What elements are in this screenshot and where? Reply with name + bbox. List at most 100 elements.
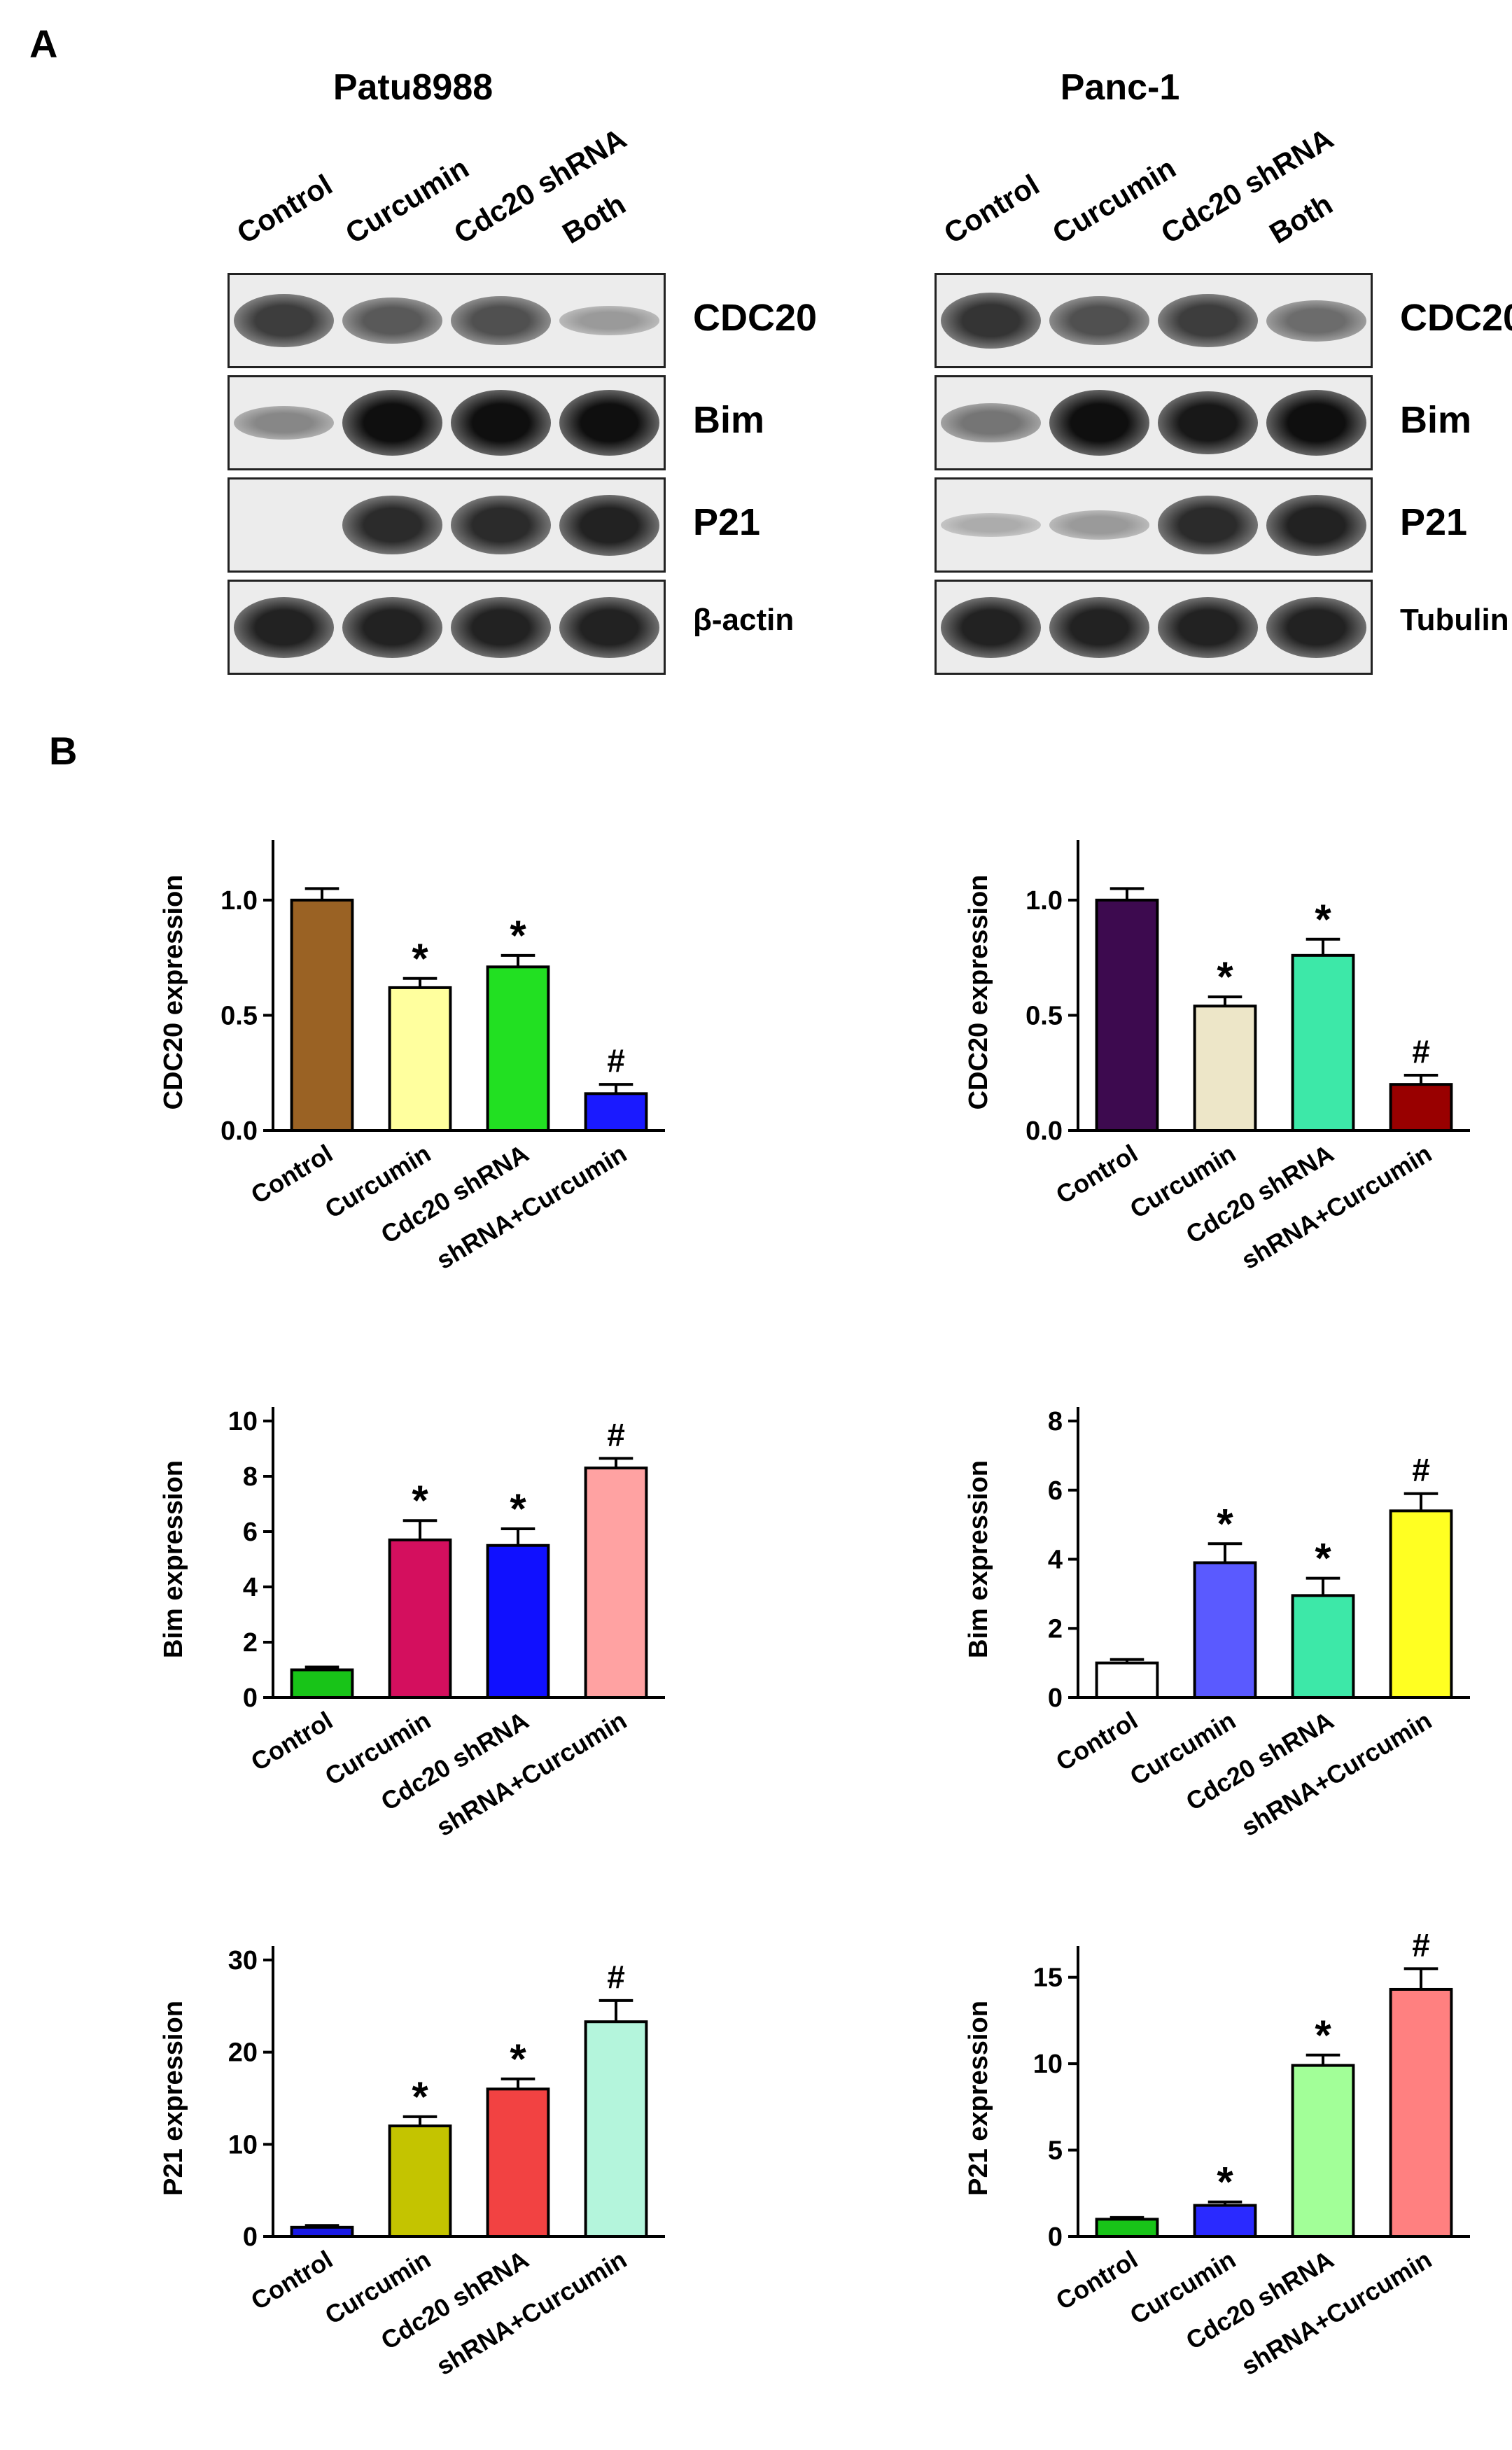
bar xyxy=(1193,1561,1257,1699)
bar xyxy=(1291,953,1355,1132)
blot-band xyxy=(1049,390,1149,456)
blot-row xyxy=(227,580,666,675)
y-tick-label: 0.5 xyxy=(1026,1001,1063,1030)
y-tick-label: 0 xyxy=(243,1684,258,1713)
blot-band xyxy=(451,596,551,658)
chart-p21-panc1: P21 expression051015Control*Curcumin*Cdc… xyxy=(964,1926,1470,2381)
blot-band xyxy=(1158,496,1258,554)
significance-star: * xyxy=(412,935,428,982)
blot-band xyxy=(1266,494,1366,556)
bar xyxy=(1095,1661,1159,1699)
x-category-label: shRNA+Curcumin xyxy=(431,1139,631,1275)
blot-band xyxy=(1266,390,1366,456)
y-tick-label: 0 xyxy=(243,2222,258,2252)
x-category-label: shRNA+Curcumin xyxy=(1236,1139,1436,1275)
protein-label: Bim xyxy=(1400,399,1472,441)
bar xyxy=(1291,2064,1355,2238)
blot-row xyxy=(934,273,1373,368)
blot-band xyxy=(342,390,442,456)
blot-patu8988: Patu8988 Control Curcumin Cdc20 shRNA Both CD… xyxy=(210,63,910,675)
blot-panc1: Panc-1 Control Curcumin Cdc20 shRNA Both CDC2… xyxy=(917,63,1512,675)
significance-star: * xyxy=(1217,1500,1233,1547)
y-tick-label: 10 xyxy=(228,1407,258,1436)
significance-hash: # xyxy=(607,1416,625,1452)
y-tick-label: 2 xyxy=(243,1628,258,1658)
bar xyxy=(584,1092,648,1133)
bar xyxy=(290,898,354,1132)
blot-band xyxy=(941,293,1041,349)
bar xyxy=(486,965,550,1132)
blot-band xyxy=(1049,510,1149,540)
blot-row xyxy=(227,477,666,573)
panel-label-b: B xyxy=(49,729,78,773)
y-tick-label: 0.5 xyxy=(220,1001,258,1030)
y-tick-label: 4 xyxy=(1048,1546,1063,1575)
y-tick-label: 6 xyxy=(243,1518,258,1547)
chart-p21-patu8988: P21 expression0102030Control*Curcumin*Cd… xyxy=(159,1946,665,2381)
protein-label: CDC20 xyxy=(693,297,818,339)
protein-label: β-actin xyxy=(693,603,794,637)
blot-band xyxy=(342,298,442,344)
blot-band xyxy=(1158,293,1258,348)
significance-star: * xyxy=(1315,1535,1331,1582)
significance-star: * xyxy=(510,2036,526,2082)
y-tick-label: 2 xyxy=(1048,1614,1063,1644)
y-tick-label: 0 xyxy=(1048,2222,1063,2252)
significance-star: * xyxy=(412,1477,428,1524)
blot-band xyxy=(234,405,334,440)
blot-row xyxy=(227,375,666,470)
significance-star: * xyxy=(1315,896,1331,943)
blot-row xyxy=(934,580,1373,675)
significance-hash: # xyxy=(607,1042,625,1079)
y-tick-label: 6 xyxy=(1048,1476,1063,1506)
bar xyxy=(290,1668,354,1699)
blot-band xyxy=(941,512,1041,538)
blot-row xyxy=(227,273,666,368)
y-tick-label: 1.0 xyxy=(220,886,258,916)
chart-cdc20-panc1: CDC20 expression0.00.51.0Control*Curcumi… xyxy=(964,840,1470,1275)
blot-band xyxy=(234,293,334,348)
blot-band xyxy=(1158,391,1258,455)
significance-hash: # xyxy=(607,1959,625,1995)
lane-label: Curcumin xyxy=(340,150,475,251)
y-tick-label: 0.0 xyxy=(1026,1116,1063,1146)
blot-band xyxy=(451,390,551,456)
bar xyxy=(388,986,452,1132)
y-tick-label: 0 xyxy=(1048,1684,1063,1713)
blot-row xyxy=(934,477,1373,573)
bar xyxy=(584,2020,648,2238)
x-category-label: shRNA+Curcumin xyxy=(431,1706,631,1842)
bar xyxy=(486,1544,550,1699)
bar xyxy=(1291,1594,1355,1699)
y-tick-label: 15 xyxy=(1033,1963,1063,1993)
y-axis-label: P21 expression xyxy=(964,2001,993,2196)
protein-label: P21 xyxy=(1400,501,1468,543)
panel-label-a: A xyxy=(29,22,58,66)
significance-star: * xyxy=(412,2073,428,2120)
lane-label: Control xyxy=(231,167,338,251)
significance-star: * xyxy=(510,1485,526,1532)
blot-band xyxy=(941,596,1041,658)
blot-row xyxy=(934,375,1373,470)
bar xyxy=(1193,1004,1257,1132)
bar xyxy=(1095,2218,1159,2238)
bar xyxy=(1193,2204,1257,2238)
y-tick-label: 0.0 xyxy=(220,1116,258,1146)
blot-band xyxy=(559,306,659,335)
chart-bim-panc1: Bim expression02468Control*Curcumin*Cdc2… xyxy=(964,1407,1470,1842)
bar xyxy=(388,2124,452,2238)
bar xyxy=(1389,1509,1453,1699)
significance-star: * xyxy=(1217,953,1233,1000)
significance-hash: # xyxy=(1412,1033,1430,1070)
y-tick-label: 10 xyxy=(228,2130,258,2160)
y-tick-label: 8 xyxy=(243,1462,258,1492)
bar xyxy=(1389,1083,1453,1132)
y-axis-label: P21 expression xyxy=(159,2001,188,2196)
blot-band xyxy=(1049,296,1149,345)
y-tick-label: 5 xyxy=(1048,2136,1063,2166)
cell-line-title: Panc-1 xyxy=(1060,67,1180,108)
significance-star: * xyxy=(1315,2012,1331,2059)
blot-band xyxy=(1158,596,1258,658)
significance-star: * xyxy=(1217,2159,1233,2206)
y-tick-label: 1.0 xyxy=(1026,886,1063,916)
